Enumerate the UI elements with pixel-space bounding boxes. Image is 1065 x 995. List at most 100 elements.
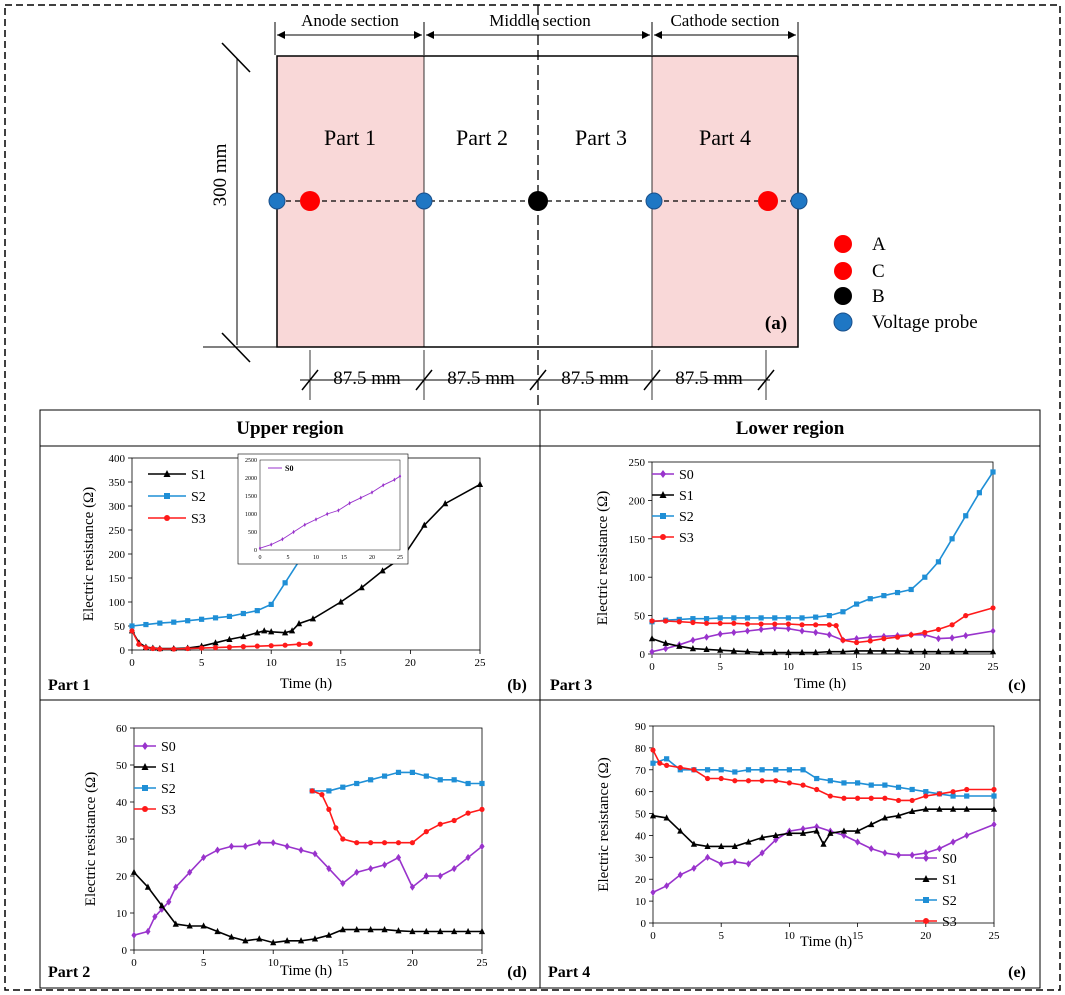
data-point-s0 xyxy=(923,849,929,857)
data-point-s0 xyxy=(909,851,915,859)
data-point-s2 xyxy=(451,777,457,783)
data-point-s0 xyxy=(759,849,765,857)
data-point-s1 xyxy=(158,902,165,909)
inset-data-point xyxy=(292,529,295,535)
data-point-s0 xyxy=(731,628,737,637)
data-point-s1 xyxy=(813,827,820,834)
data-point-s3 xyxy=(171,646,177,652)
y-tick-label: 90 xyxy=(635,721,647,733)
data-point-s3 xyxy=(867,638,873,644)
data-point-s1 xyxy=(867,647,874,654)
data-point-s3 xyxy=(409,840,415,846)
legend-label-s3: S3 xyxy=(191,512,206,527)
data-point-s3 xyxy=(657,760,663,766)
data-point-s3 xyxy=(333,825,339,831)
legend-marker-s3 xyxy=(660,534,666,540)
data-point-s1 xyxy=(662,639,669,646)
part-label: Part 1 xyxy=(48,677,90,694)
data-point-s0 xyxy=(242,842,248,850)
x-tick-label: 15 xyxy=(337,957,349,969)
data-point-s1 xyxy=(297,937,305,944)
width-label-3: 87.5 mm xyxy=(561,368,629,389)
voltage-probe-2 xyxy=(415,192,433,210)
data-point-s2 xyxy=(922,574,928,580)
panel-tag: (d) xyxy=(507,964,527,981)
data-point-s2 xyxy=(881,593,887,599)
inset-y-tick-label: 1000 xyxy=(245,512,257,518)
y-tick-label: 30 xyxy=(116,834,128,846)
y-tick-label: 0 xyxy=(120,645,126,657)
data-point-s1 xyxy=(242,937,249,944)
data-point-s2 xyxy=(745,767,752,773)
legend-label-s1: S1 xyxy=(942,873,957,888)
voltage-probe-1 xyxy=(268,192,286,210)
data-point-s0 xyxy=(882,849,888,857)
series-line-s1 xyxy=(652,808,994,848)
x-tick-label: 0 xyxy=(129,657,135,669)
voltage-probe-3 xyxy=(645,192,663,210)
data-point-s3 xyxy=(368,840,374,846)
data-point-s0 xyxy=(677,871,683,879)
x-tick-label: 5 xyxy=(199,657,205,669)
data-point-s2 xyxy=(212,615,219,621)
y-tick-label: 80 xyxy=(635,743,647,755)
data-point-s1 xyxy=(812,648,819,656)
data-point-s3 xyxy=(690,619,696,626)
point-b-marker xyxy=(528,191,548,211)
data-point-s1 xyxy=(718,842,725,849)
data-point-s1 xyxy=(949,805,957,812)
point-a-marker xyxy=(300,191,320,211)
outer-frame xyxy=(4,4,1061,991)
data-point-s2 xyxy=(254,608,260,614)
chart-part-1: 0 5 10 15 20 25050100150200250300350400S1S2S3… xyxy=(48,453,527,694)
data-point-s1 xyxy=(677,827,684,834)
y-axis-label: Electric resistance (Ω) xyxy=(596,757,612,891)
inset-data-point xyxy=(337,508,340,513)
data-point-s1 xyxy=(826,648,833,655)
y-tick-label: 60 xyxy=(635,787,647,799)
y-axis-label: Electric resistance (Ω) xyxy=(81,487,97,621)
data-point-s0 xyxy=(826,631,832,639)
data-point-s1 xyxy=(478,927,486,935)
data-point-s2 xyxy=(268,601,274,607)
y-tick-label: 50 xyxy=(114,621,126,633)
y-tick-label: 200 xyxy=(109,549,126,561)
data-point-s3 xyxy=(991,786,997,793)
inset-data-point xyxy=(270,542,273,547)
inset-data-point xyxy=(281,537,284,542)
data-point-s1 xyxy=(704,842,711,849)
inset-plot-area xyxy=(259,459,401,551)
data-point-s1 xyxy=(295,620,303,627)
data-point-s0 xyxy=(166,898,172,906)
data-point-s3 xyxy=(649,618,655,624)
data-point-s2 xyxy=(650,760,656,766)
inset-y-tick-label: 2500 xyxy=(245,458,257,464)
part-2-label: Part 2 xyxy=(456,125,508,150)
data-point-s3 xyxy=(909,797,915,804)
data-point-s0 xyxy=(201,853,207,862)
y-tick-label: 0 xyxy=(640,649,646,661)
data-point-s1 xyxy=(395,927,402,934)
y-tick-label: 70 xyxy=(635,765,647,777)
legend-c-label: C xyxy=(872,261,885,282)
data-point-s3 xyxy=(922,629,928,636)
chart-grid: Upper region Lower region xyxy=(39,409,1041,989)
data-point-s1 xyxy=(990,805,998,812)
inset-data-point xyxy=(258,546,262,551)
inset-data-point xyxy=(348,501,351,506)
data-point-s3 xyxy=(676,619,682,625)
legend-marker-s1 xyxy=(163,470,171,477)
inset-x-tick-label: 0 xyxy=(259,555,262,561)
data-point-s1 xyxy=(771,648,778,656)
data-point-s0 xyxy=(841,831,847,840)
x-tick-label: 25 xyxy=(988,661,1000,673)
data-point-s0 xyxy=(745,860,752,868)
inset-frame xyxy=(237,453,409,565)
height-label: 300 mm xyxy=(210,143,231,206)
data-point-s0 xyxy=(936,844,943,853)
y-tick-label: 100 xyxy=(109,597,126,609)
data-point-s1 xyxy=(423,927,430,935)
data-point-s1 xyxy=(989,648,997,655)
width-label-4: 87.5 mm xyxy=(675,368,743,389)
legend-marker-s2 xyxy=(923,897,929,903)
